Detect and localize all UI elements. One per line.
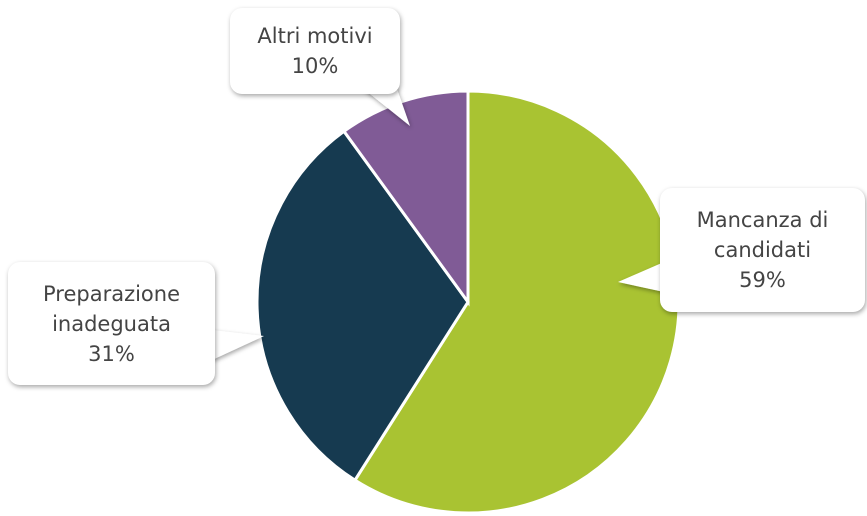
pie-slice	[255, 129, 470, 483]
pointer	[618, 262, 664, 292]
value-label: 31%	[88, 341, 135, 366]
value-label: 10%	[291, 54, 339, 78]
category-label: Altri motivi	[257, 24, 373, 48]
pointer	[212, 330, 264, 360]
category-label: Mancanza di candidati	[696, 208, 829, 262]
callout-pointers	[212, 86, 664, 360]
callout: Altri motivi 10%	[230, 8, 400, 94]
category-label: Preparazione inadeguata	[42, 281, 181, 336]
pie-slice	[341, 89, 470, 307]
callout: Preparazione inadeguata 31%	[8, 262, 215, 385]
pie	[255, 89, 681, 515]
pie-slice	[352, 89, 681, 515]
pointer	[360, 86, 410, 126]
value-label: 59%	[739, 268, 786, 292]
callout: Mancanza di candidati 59%	[660, 188, 865, 312]
